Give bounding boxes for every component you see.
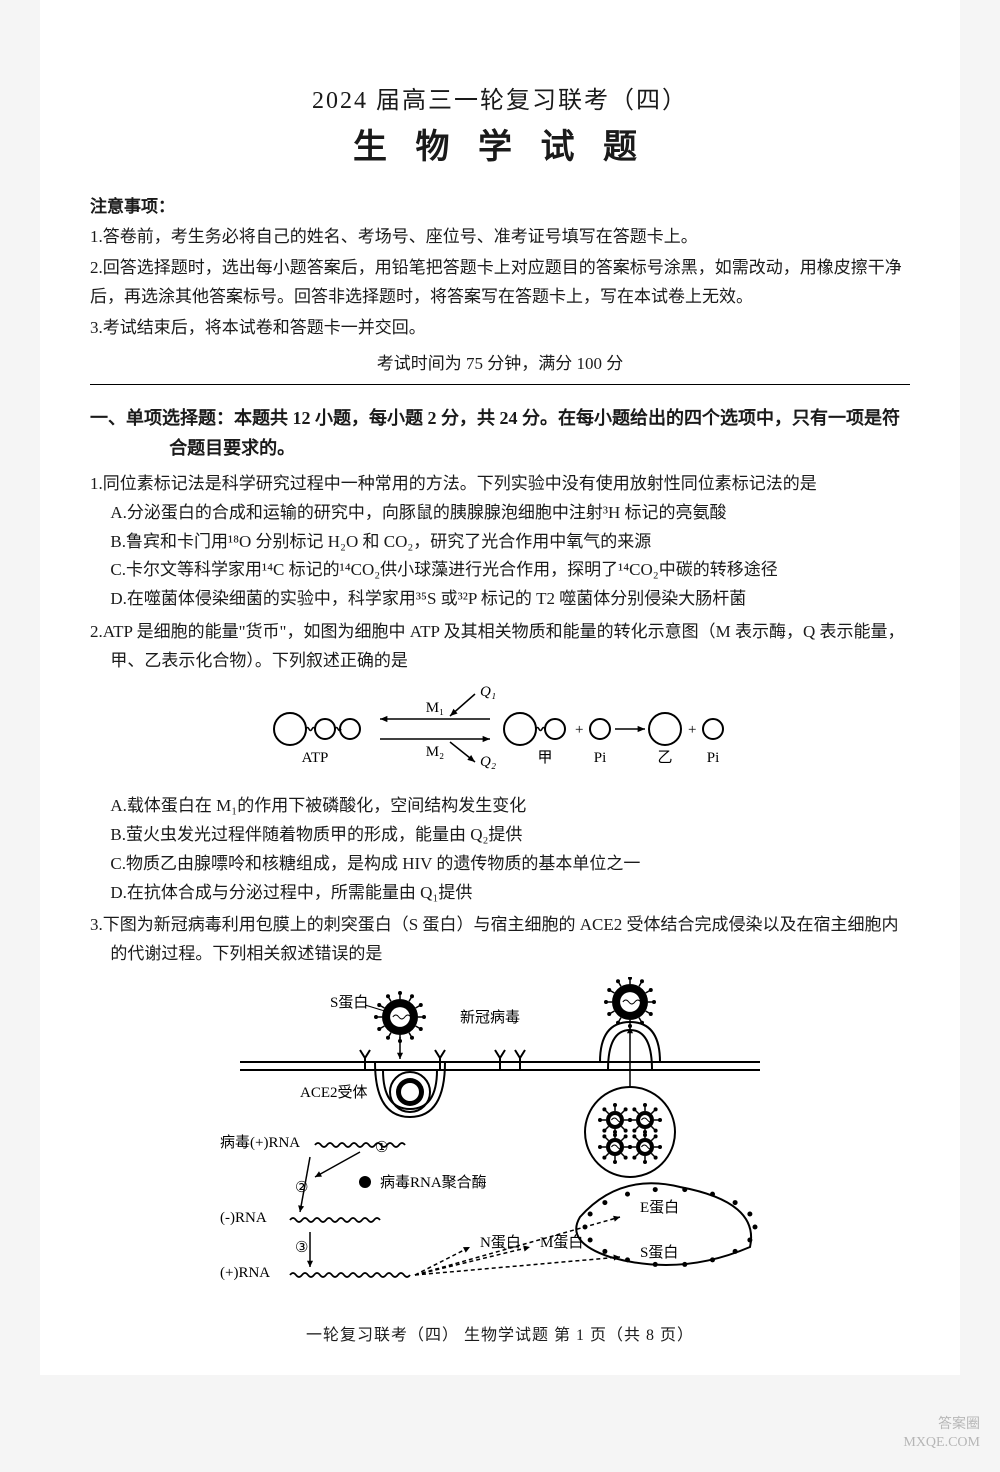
watermark-line1: 答案圈	[903, 1416, 980, 1434]
q3-diagram: S蛋白新冠病毒ACE2受体病毒(+)RNA病毒RNA聚合酶(-)RNA(+)RN…	[200, 977, 800, 1297]
svg-text:甲: 甲	[537, 750, 552, 766]
svg-text:Pi: Pi	[594, 750, 607, 766]
svg-text:新冠病毒: 新冠病毒	[460, 1009, 520, 1026]
q3-stem: 3.下图为新冠病毒利用包膜上的刺突蛋白（S 蛋白）与宿主细胞的 ACE2 受体结…	[90, 911, 910, 969]
main-title: 生 物 学 试 题	[90, 119, 910, 168]
svg-text:E蛋白: E蛋白	[640, 1199, 679, 1216]
svg-text:S蛋白: S蛋白	[640, 1244, 678, 1261]
q2-option-b: B.萤火虫发光过程伴随着物质甲的形成，能量由 Q₂提供	[110, 821, 910, 850]
svg-text:病毒RNA聚合酶: 病毒RNA聚合酶	[380, 1174, 487, 1191]
question-1: 1.同位素标记法是科学研究过程中一种常用的方法。下列实验中没有使用放射性同位素标…	[90, 470, 910, 614]
svg-text:M蛋白: M蛋白	[540, 1234, 583, 1251]
q2-diagram-container: ATP 甲 + Pi 乙 + Pi M₁ M₂ Q₁ Q₂	[90, 684, 910, 784]
notice-item-1: 1.答卷前，考生务必将自己的姓名、考场号、座位号、准考证号填写在答题卡上。	[90, 223, 910, 252]
watermark: 答案圈 MXQE.COM	[903, 1416, 980, 1452]
svg-text:M₂: M₂	[426, 744, 445, 760]
svg-text:ATP: ATP	[302, 750, 329, 766]
question-2: 2.ATP 是细胞的能量"货币"，如图为细胞中 ATP 及其相关物质和能量的转化…	[90, 618, 910, 907]
svg-text:③: ③	[295, 1240, 308, 1256]
divider	[90, 384, 910, 385]
svg-text:+: +	[575, 722, 583, 738]
watermark-line2: MXQE.COM	[903, 1434, 980, 1452]
svg-text:ACE2受体: ACE2受体	[300, 1084, 368, 1101]
q1-option-d: D.在噬菌体侵染细菌的实验中，科学家用³⁵S 或³²P 标记的 T2 噬菌体分别…	[110, 585, 910, 614]
svg-text:S蛋白: S蛋白	[330, 994, 368, 1011]
svg-text:+: +	[688, 722, 696, 738]
svg-text:M₁: M₁	[426, 700, 445, 716]
question-3: 3.下图为新冠病毒利用包膜上的刺突蛋白（S 蛋白）与宿主细胞的 ACE2 受体结…	[90, 911, 910, 1307]
q2-diagram: ATP 甲 + Pi 乙 + Pi M₁ M₂ Q₁ Q₂	[250, 684, 750, 774]
page-footer: 一轮复习联考（四） 生物学试题 第 1 页（共 8 页）	[90, 1321, 910, 1345]
svg-text:乙: 乙	[657, 750, 672, 766]
q1-option-a: A.分泌蛋白的合成和运输的研究中，向豚鼠的胰腺腺泡细胞中注射³H 标记的亮氨酸	[110, 499, 910, 528]
q2-stem: 2.ATP 是细胞的能量"货币"，如图为细胞中 ATP 及其相关物质和能量的转化…	[90, 618, 910, 676]
q2-option-a: A.载体蛋白在 M₁的作用下被磷酸化，空间结构发生变化	[110, 792, 910, 821]
exam-page: 2024 届高三一轮复习联考（四） 生 物 学 试 题 注意事项： 1.答卷前，…	[40, 0, 960, 1375]
svg-text:Pi: Pi	[707, 750, 720, 766]
svg-text:Q₂: Q₂	[480, 754, 496, 770]
q3-diagram-container: S蛋白新冠病毒ACE2受体病毒(+)RNA病毒RNA聚合酶(-)RNA(+)RN…	[90, 977, 910, 1307]
notice-item-2: 2.回答选择题时，选出每小题答案后，用铅笔把答题卡上对应题目的答案标号涂黑，如需…	[90, 254, 910, 312]
notice-item-3: 3.考试结束后，将本试卷和答题卡一并交回。	[90, 314, 910, 343]
q1-option-c: C.卡尔文等科学家用¹⁴C 标记的¹⁴CO₂供小球藻进行光合作用，探明了¹⁴CO…	[110, 556, 910, 585]
svg-text:N蛋白: N蛋白	[480, 1234, 521, 1251]
svg-text:病毒(+)RNA: 病毒(+)RNA	[220, 1134, 300, 1151]
notice-heading: 注意事项：	[90, 192, 910, 217]
q2-option-c: C.物质乙由腺嘌呤和核糖组成，是构成 HIV 的遗传物质的基本单位之一	[110, 850, 910, 879]
q2-option-d: D.在抗体合成与分泌过程中，所需能量由 Q₁提供	[110, 879, 910, 908]
svg-text:①: ①	[375, 1140, 388, 1156]
svg-text:(-)RNA: (-)RNA	[220, 1210, 267, 1226]
svg-text:(+)RNA: (+)RNA	[220, 1265, 270, 1281]
exam-info: 考试时间为 75 分钟，满分 100 分	[90, 349, 910, 374]
q1-option-b: B.鲁宾和卡门用¹⁸O 分别标记 H₂O 和 CO₂，研究了光合作用中氧气的来源	[110, 528, 910, 557]
section-1-header: 一、单项选择题：本题共 12 小题，每小题 2 分，共 24 分。在每小题给出的…	[90, 403, 910, 464]
svg-text:②: ②	[295, 1180, 308, 1196]
q1-stem: 1.同位素标记法是科学研究过程中一种常用的方法。下列实验中没有使用放射性同位素标…	[90, 470, 910, 499]
subtitle: 2024 届高三一轮复习联考（四）	[90, 80, 910, 115]
svg-text:Q₁: Q₁	[480, 684, 496, 700]
